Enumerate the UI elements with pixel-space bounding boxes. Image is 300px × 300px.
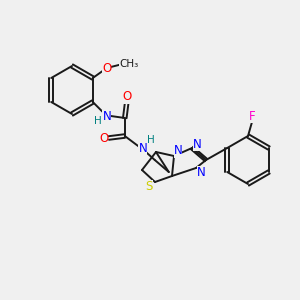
- Text: H: H: [147, 135, 155, 145]
- Text: N: N: [138, 142, 147, 154]
- Text: CH₃: CH₃: [119, 59, 138, 69]
- Text: H: H: [94, 116, 102, 126]
- Text: S: S: [145, 179, 153, 193]
- Text: F: F: [249, 110, 255, 122]
- Text: O: O: [102, 61, 111, 74]
- Text: N: N: [193, 137, 201, 151]
- Text: O: O: [122, 91, 131, 103]
- Text: N: N: [102, 110, 111, 122]
- Text: O: O: [99, 131, 108, 145]
- Text: N: N: [174, 145, 182, 158]
- Text: N: N: [196, 166, 206, 178]
